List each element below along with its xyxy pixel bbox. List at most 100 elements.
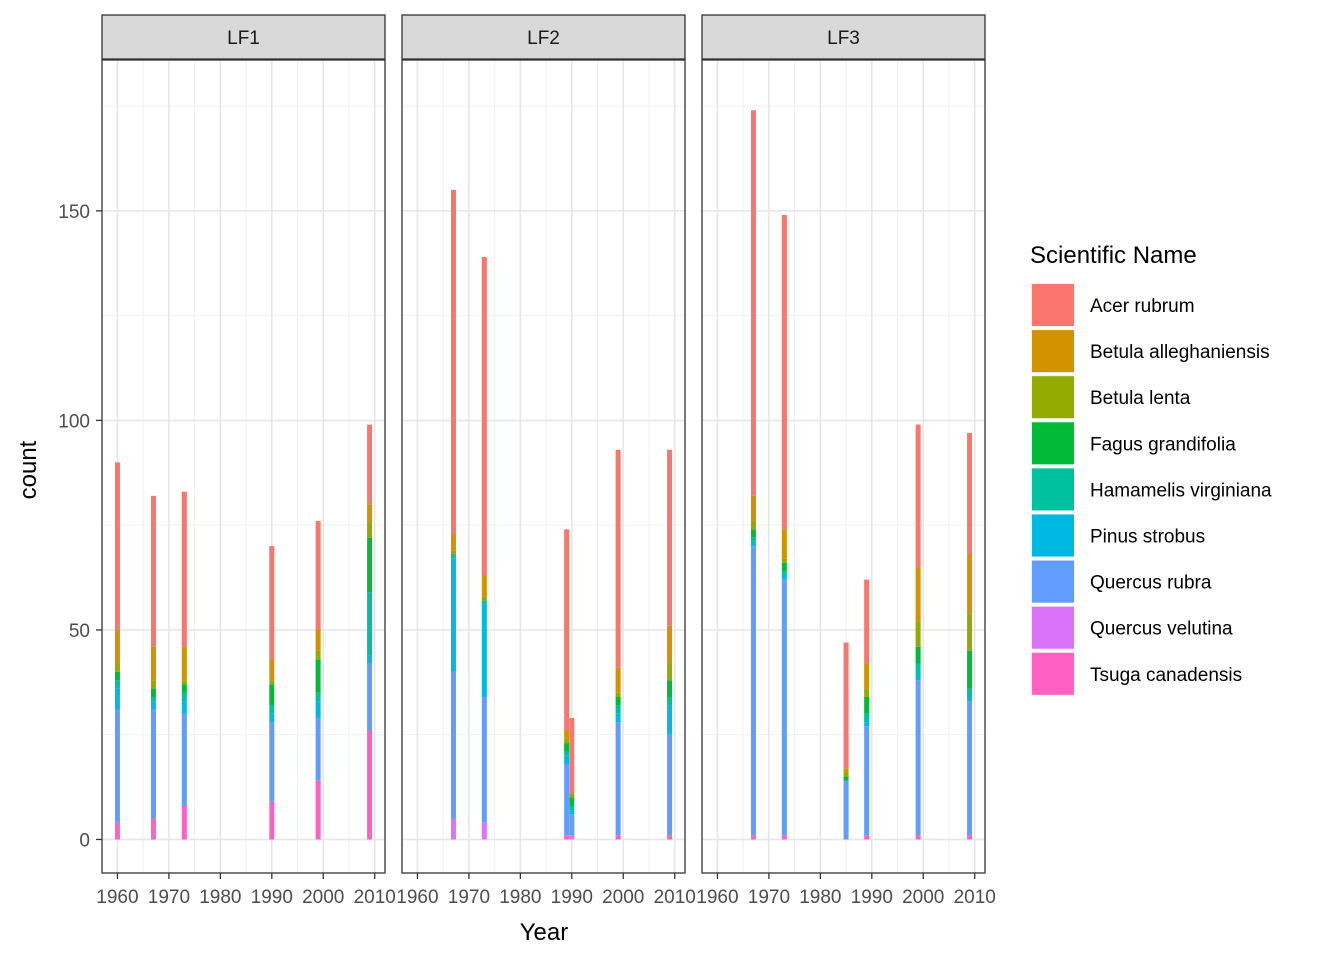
- stacked-bar-1960: [114, 462, 120, 840]
- bar-segment: [269, 713, 275, 723]
- y-tick-label: 50: [69, 621, 90, 642]
- stacked-bar-1973: [181, 491, 187, 840]
- bar-segment: [150, 818, 156, 840]
- bar-segment: [181, 805, 187, 840]
- y-tick-label: 0: [79, 830, 90, 851]
- bar-segment: [450, 533, 456, 551]
- bar-segment: [150, 646, 156, 681]
- bar-segment: [750, 529, 756, 538]
- bar-segment: [967, 613, 973, 651]
- bar-segment: [315, 650, 321, 660]
- legend-label: Pinus strobus: [1090, 527, 1205, 548]
- bar-segment: [269, 705, 275, 714]
- legend-entry: Tsuga canadensis: [1031, 651, 1242, 696]
- legend-entry: Betula lenta: [1031, 375, 1191, 420]
- bar-segment: [269, 722, 275, 802]
- facet-strip-label: LF2: [527, 28, 560, 49]
- bar-segment: [367, 592, 373, 656]
- bar-segment: [864, 696, 870, 714]
- bar-segment: [181, 491, 187, 647]
- bar-segment: [114, 709, 120, 823]
- bar-segment: [667, 705, 673, 735]
- stacked-bar-1990: [269, 546, 275, 840]
- legend-entry: Acer rubrum: [1031, 283, 1195, 327]
- bar-segment: [315, 629, 321, 651]
- bar-segment: [864, 722, 870, 727]
- panel-border: [401, 59, 686, 874]
- bar-segment: [150, 701, 156, 710]
- bar-segment: [569, 797, 575, 806]
- bar-segment: [864, 713, 870, 723]
- y-axis-title: count: [15, 440, 42, 499]
- legend-swatch: [1032, 560, 1074, 603]
- bar-segment: [114, 680, 120, 689]
- bar-segment: [569, 810, 575, 815]
- bar-segment: [114, 462, 120, 630]
- legend-label: Quercus velutina: [1090, 619, 1233, 640]
- bar-segment: [915, 621, 921, 647]
- facet-panel-LF3: LF3 1960 1970 1980 1990 2000 2010: [696, 14, 996, 908]
- bar-segment: [450, 818, 456, 840]
- bar-segment: [150, 688, 156, 697]
- bar-segment: [481, 822, 487, 840]
- bar-segment: [481, 256, 487, 576]
- bar-segment: [843, 772, 849, 777]
- bar-segment: [864, 688, 870, 697]
- bar-segment: [564, 835, 570, 840]
- x-tick-label: 1970: [748, 887, 790, 908]
- facet-panel-LF1: LF1 1960 1970 1980 1990 2000 2010 0 50 100 150: [58, 14, 396, 908]
- bar-segment: [667, 680, 673, 697]
- stacked-bar-2009: [367, 424, 373, 840]
- stacked-bar-1967: [750, 110, 756, 840]
- panel-background: [702, 60, 985, 873]
- stacked-bar-1967: [450, 189, 456, 840]
- bar-segment: [181, 646, 187, 681]
- legend-swatch: [1032, 514, 1074, 557]
- bar-segment: [367, 730, 373, 840]
- bar-segment: [315, 692, 321, 702]
- bar-segment: [269, 546, 275, 660]
- legend-swatch: [1032, 652, 1074, 695]
- legend-entry: Betula alleghaniensis: [1031, 329, 1270, 374]
- legend-entry: Pinus strobus: [1031, 513, 1205, 558]
- bar-segment: [367, 424, 373, 505]
- bar-segment: [915, 567, 921, 622]
- bar-segment: [967, 554, 973, 614]
- bar-segment: [781, 558, 787, 563]
- bar-segment: [967, 688, 973, 697]
- bar-segment: [367, 504, 373, 521]
- bar-segment: [315, 520, 321, 630]
- bar-segment: [481, 596, 487, 601]
- bar-segment: [367, 520, 373, 538]
- bar-segment: [150, 680, 156, 689]
- bar-segment: [750, 537, 756, 542]
- bar-segment: [667, 734, 673, 836]
- bar-segment: [269, 684, 275, 706]
- x-tick-label: 1980: [799, 887, 841, 908]
- bar-segment: [450, 558, 456, 672]
- legend-label: Betula lenta: [1090, 388, 1191, 409]
- legend-title: Scientific Name: [1030, 242, 1197, 269]
- x-tick-label: 2000: [302, 887, 344, 908]
- stacked-bar-1999: [915, 424, 921, 840]
- bar-segment: [367, 537, 373, 593]
- facet-strip: [401, 14, 686, 60]
- bar-segment: [750, 546, 756, 836]
- bar-segment: [450, 671, 456, 819]
- legend-swatch: [1032, 284, 1074, 326]
- bar-segment: [615, 705, 621, 714]
- x-tick-label: 1960: [696, 887, 738, 908]
- x-tick-label: 1970: [448, 887, 490, 908]
- bar-segment: [481, 604, 487, 697]
- stacked-bar-2009: [967, 432, 973, 840]
- bar-segment: [750, 541, 756, 547]
- bar-segment: [481, 696, 487, 823]
- bar-segment: [781, 835, 787, 840]
- bar-segment: [450, 554, 456, 559]
- bar-segment: [150, 495, 156, 647]
- stacked-bar-1973: [781, 215, 787, 840]
- facet-strip: [101, 14, 386, 60]
- bar-segment: [564, 751, 570, 756]
- bar-segment: [481, 575, 487, 597]
- bar-segment: [150, 709, 156, 819]
